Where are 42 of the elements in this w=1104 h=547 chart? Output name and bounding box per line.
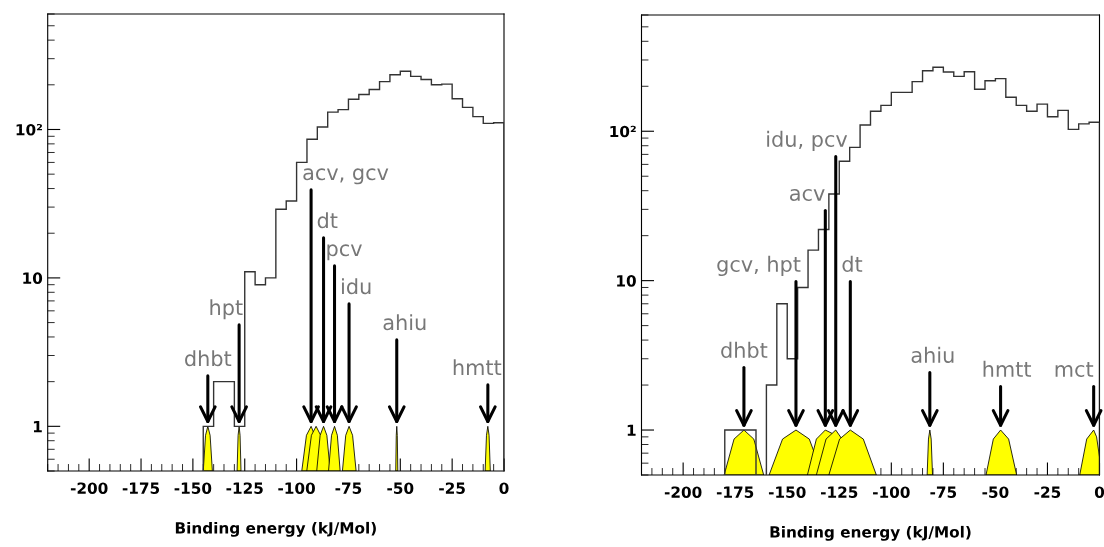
x-tick-label: -175 [122, 482, 160, 494]
annotation: idu [342, 278, 371, 295]
y-tick-label: 10 [23, 272, 43, 284]
x-tick-label: -50 [387, 482, 414, 494]
x-axis-title: Binding energy (kJ/Mol) [175, 521, 376, 537]
annotation: ahiu [383, 314, 426, 331]
x-tick-label: -25 [1034, 486, 1061, 498]
x-tick-label: -150 [174, 482, 212, 494]
annotation: acv, gcv [303, 168, 389, 185]
y-tick-label: 1 [627, 424, 636, 436]
annotation: dt [317, 212, 338, 229]
x-tick-label: 0 [499, 482, 509, 494]
x-tick-label: -200 [70, 482, 108, 494]
annotation: pcv [327, 244, 362, 261]
x-tick-label: -50 [982, 486, 1009, 498]
y-tick-label: 1 [33, 420, 42, 433]
x-tick-label: -100 [873, 486, 910, 498]
annotation: hmtt [983, 360, 1032, 377]
annotation: mct [1055, 362, 1094, 377]
annotation: dt [842, 255, 863, 272]
annotation: idu, pcv [767, 130, 848, 152]
x-tick-label: -150 [768, 486, 806, 498]
annotation: acv [790, 189, 825, 201]
x-tick-label: -200 [664, 486, 702, 498]
x-axis-title: Binding energy (kJ/Mol) [770, 525, 971, 541]
y-tick-label: 10² [16, 123, 42, 136]
y-tick-label: 10² [610, 125, 636, 138]
x-tick-label: -75 [335, 482, 362, 494]
x-tick-label: 0 [1094, 486, 1104, 498]
annotation: hmtt [453, 359, 502, 375]
annotation: dhbt [721, 341, 768, 358]
x-tick-label: -125 [226, 482, 263, 494]
x-tick-label: -175 [716, 486, 754, 498]
y-tick-label: 10 [617, 275, 636, 287]
x-tick-label: -125 [820, 486, 858, 498]
annotation: gcv, hpt [717, 255, 801, 277]
annotation: dhbt [185, 350, 232, 367]
x-tick-label: -75 [930, 486, 957, 498]
x-tick-label: -100 [278, 482, 315, 494]
annotation: ahiu [911, 346, 954, 363]
annotation: hpt [210, 299, 243, 320]
x-tick-label: -25 [439, 482, 465, 494]
